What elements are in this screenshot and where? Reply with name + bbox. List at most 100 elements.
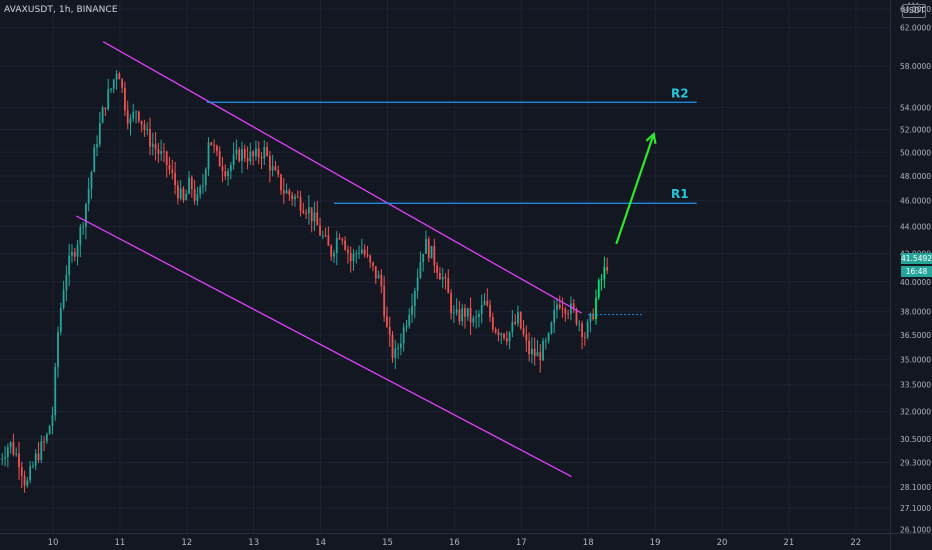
y-tick-label: 46.0000 [900, 197, 931, 206]
candle-body [23, 475, 26, 486]
x-tick-label: 17 [516, 538, 527, 548]
candle-body [439, 272, 441, 280]
candle-body [603, 266, 606, 280]
candle-body [399, 343, 402, 349]
candle-body [425, 238, 427, 254]
candle-body [176, 185, 179, 199]
candle-body [285, 190, 288, 194]
candle-body [597, 280, 600, 298]
candle-body [241, 149, 243, 161]
x-tick-label: 10 [48, 538, 59, 548]
candle-body [82, 226, 85, 228]
candle-body [316, 212, 319, 226]
candle-body [319, 225, 321, 236]
candle-body [360, 249, 363, 254]
candle-body [193, 189, 196, 201]
candle-body [143, 124, 146, 130]
candle-body [347, 249, 349, 254]
y-tick-label: 36.5000 [900, 331, 931, 340]
y-tick-label: 33.5000 [900, 381, 931, 390]
candle-body [18, 453, 20, 468]
candle-body [419, 262, 422, 278]
candle-body [274, 166, 277, 171]
candle-body [583, 337, 586, 339]
candle-body [480, 305, 483, 314]
x-tick-label: 19 [650, 538, 661, 548]
candle-body [118, 73, 121, 80]
last-price-tag: 41.5492 [901, 253, 932, 264]
candle-body [517, 312, 519, 324]
candle-body [341, 238, 344, 241]
candle-body [210, 142, 213, 146]
candle-body [547, 333, 550, 341]
candle-body [299, 197, 302, 211]
candle-body [589, 313, 592, 322]
candle-body [171, 169, 174, 173]
candle-body [137, 111, 140, 121]
candle-body [324, 235, 327, 237]
candle-body [391, 334, 394, 358]
candle-body [20, 467, 23, 476]
candle-body [12, 442, 15, 455]
candle-body [45, 434, 48, 442]
candle-body [263, 147, 266, 159]
candle-body [124, 87, 126, 111]
candle-body [335, 237, 338, 254]
candle-body [101, 107, 104, 123]
candle-body [227, 171, 229, 177]
candle-body [544, 340, 547, 342]
candle-body [349, 253, 352, 262]
candle-body [98, 122, 101, 145]
candle-body [600, 279, 603, 281]
candle-body [252, 151, 255, 157]
candle-body [218, 151, 221, 167]
candle-body [469, 307, 472, 323]
y-tick-label: 40.0000 [900, 278, 931, 287]
candle-body [550, 322, 553, 334]
symbol-title: AVAXUSDT, 1h, BINANCE [4, 5, 118, 15]
candle-body [54, 366, 57, 416]
y-tick-label: 30.5000 [900, 435, 931, 444]
candle-body [73, 252, 76, 257]
candle-body [112, 79, 115, 89]
chart-grid [0, 0, 890, 533]
candle-body [508, 332, 511, 342]
candle-body [257, 148, 260, 157]
candle-body [221, 166, 224, 172]
candle-body [528, 340, 531, 355]
y-tick-label: 52.0000 [900, 126, 931, 135]
candle-body [40, 441, 43, 461]
candle-body [151, 144, 154, 147]
candle-body [32, 465, 34, 467]
y-tick-label: 32.0000 [900, 407, 931, 416]
x-tick-label: 18 [583, 538, 594, 548]
candle-body [163, 151, 165, 153]
candle-body [302, 210, 305, 213]
candle-body [307, 207, 310, 214]
candle-body [436, 265, 439, 273]
candle-body [135, 111, 137, 113]
candle-body [489, 305, 491, 318]
candle-body [59, 308, 62, 333]
candle-body [65, 275, 68, 291]
y-tick-label: 54.0000 [900, 104, 931, 113]
candle-body [207, 142, 210, 170]
y-tick-label: 62.0000 [900, 23, 931, 32]
candlestick-series [0, 69, 609, 493]
currency-badge[interactable]: USDT [902, 4, 926, 18]
candle-body [455, 309, 458, 313]
candle-body [422, 253, 425, 263]
candle-body [592, 313, 595, 320]
candle-body [581, 323, 583, 338]
candle-body [168, 165, 171, 170]
candle-body [355, 253, 358, 255]
candle-body [586, 321, 589, 338]
candle-body [321, 235, 324, 237]
candle-body [441, 277, 444, 280]
candle-body [149, 128, 151, 147]
candle-body [452, 312, 455, 314]
y-tick-label: 26.1000 [900, 526, 931, 535]
candle-body [458, 309, 461, 322]
